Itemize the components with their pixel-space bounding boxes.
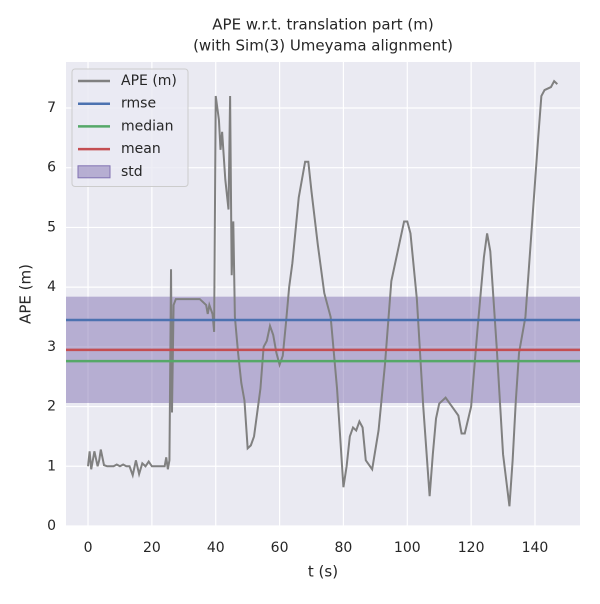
y-tick-label: 4: [47, 279, 56, 295]
ape-line: [87, 79, 559, 507]
legend-label: median: [121, 118, 173, 134]
legend-box: [71, 68, 189, 187]
legend-label: mean: [121, 141, 161, 157]
y-tick-label: 0: [47, 518, 56, 534]
x-tick-label: 140: [522, 540, 549, 556]
legend-label: std: [121, 164, 143, 180]
y-tick-label: 3: [47, 339, 56, 355]
x-tick-label: 20: [143, 540, 161, 556]
x-tick-label: 0: [84, 540, 93, 556]
legend-label: rmse: [121, 96, 156, 112]
x-tick-label: 120: [458, 540, 485, 556]
x-axis-label: t (s): [308, 563, 338, 581]
legend-label: APE (m): [121, 73, 177, 89]
legend-swatch: [77, 165, 111, 179]
x-tick-label: 60: [271, 540, 289, 556]
y-tick-label: 6: [47, 160, 56, 176]
y-tick-label: 1: [47, 458, 56, 474]
chart-subtitle: (with Sim(3) Umeyama alignment): [193, 37, 453, 55]
y-axis-label: APE (m): [17, 264, 35, 324]
x-tick-label: 80: [335, 540, 353, 556]
x-tick-label: 40: [207, 540, 225, 556]
x-tick-label: 100: [394, 540, 421, 556]
y-tick-label: 7: [47, 100, 56, 116]
y-tick-label: 2: [47, 399, 56, 415]
y-tick-label: 5: [47, 219, 56, 235]
chart-title: APE w.r.t. translation part (m): [212, 16, 433, 34]
